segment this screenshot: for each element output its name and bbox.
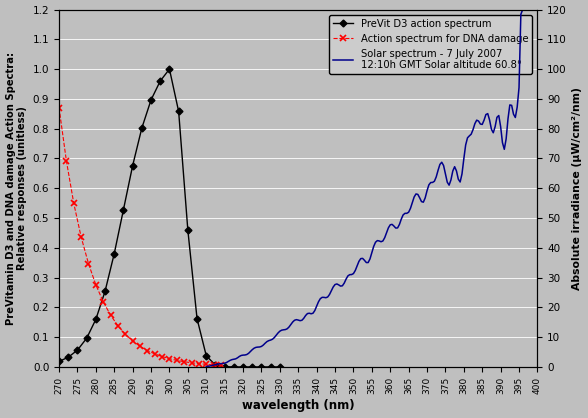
Y-axis label: Absolute irradiance (μW/cm²/nm): Absolute irradiance (μW/cm²/nm): [573, 87, 583, 290]
Line: PreVit D3 action spectrum: PreVit D3 action spectrum: [56, 67, 282, 370]
PreVit D3 action spectrum: [193, 316, 201, 321]
Solar spectrum - 7 July 2007
12:10h GMT Solar altitude 60.8°: [361, 258, 368, 263]
Action spectrum for DNA damage: [218, 363, 225, 368]
Solar spectrum - 7 July 2007
12:10h GMT Solar altitude 60.8°: [252, 345, 259, 350]
Action spectrum for DNA damage: [55, 105, 62, 110]
Action spectrum for DNA damage: [203, 362, 210, 367]
PreVit D3 action spectrum: [157, 79, 164, 84]
Solar spectrum - 7 July 2007
12:10h GMT Solar altitude 60.8°: [363, 260, 370, 265]
PreVit D3 action spectrum: [138, 125, 145, 130]
Action spectrum for DNA damage: [85, 261, 92, 266]
PreVit D3 action spectrum: [276, 364, 283, 370]
Action spectrum for DNA damage: [107, 313, 114, 318]
Action spectrum for DNA damage: [210, 362, 217, 367]
PreVit D3 action spectrum: [258, 364, 265, 370]
Solar spectrum - 7 July 2007
12:10h GMT Solar altitude 60.8°: [534, 7, 541, 12]
PreVit D3 action spectrum: [65, 355, 72, 360]
Action spectrum for DNA damage: [151, 352, 158, 357]
Solar spectrum - 7 July 2007
12:10h GMT Solar altitude 60.8°: [519, 7, 526, 12]
Action spectrum for DNA damage: [63, 158, 70, 163]
Solar spectrum - 7 July 2007
12:10h GMT Solar altitude 60.8°: [295, 318, 302, 323]
PreVit D3 action spectrum: [184, 228, 191, 233]
Solar spectrum - 7 July 2007
12:10h GMT Solar altitude 60.8°: [203, 364, 210, 369]
Action spectrum for DNA damage: [70, 201, 77, 206]
Line: Solar spectrum - 7 July 2007
12:10h GMT Solar altitude 60.8°: Solar spectrum - 7 July 2007 12:10h GMT …: [206, 10, 537, 367]
PreVit D3 action spectrum: [203, 353, 210, 358]
Legend: PreVit D3 action spectrum, Action spectrum for DNA damage, Solar spectrum - 7 Ju: PreVit D3 action spectrum, Action spectr…: [329, 15, 532, 74]
Action spectrum for DNA damage: [166, 356, 173, 361]
Action spectrum for DNA damage: [159, 354, 166, 359]
Action spectrum for DNA damage: [136, 344, 143, 349]
Action spectrum for DNA damage: [181, 359, 188, 364]
PreVit D3 action spectrum: [221, 364, 228, 369]
Action spectrum for DNA damage: [144, 348, 151, 353]
PreVit D3 action spectrum: [212, 363, 219, 368]
Action spectrum for DNA damage: [129, 339, 136, 344]
PreVit D3 action spectrum: [249, 364, 256, 370]
PreVit D3 action spectrum: [111, 251, 118, 256]
Action spectrum for DNA damage: [78, 234, 85, 240]
Y-axis label: PreVitamin D3 and DNA damage Action Spectra:
Relative responses (unitless): PreVitamin D3 and DNA damage Action Spec…: [5, 52, 27, 325]
PreVit D3 action spectrum: [148, 97, 155, 102]
Solar spectrum - 7 July 2007
12:10h GMT Solar altitude 60.8°: [477, 122, 484, 127]
PreVit D3 action spectrum: [175, 109, 182, 114]
PreVit D3 action spectrum: [239, 364, 246, 370]
Action spectrum for DNA damage: [195, 361, 202, 366]
Action spectrum for DNA damage: [92, 283, 99, 288]
PreVit D3 action spectrum: [102, 289, 109, 294]
Action spectrum for DNA damage: [173, 358, 181, 363]
PreVit D3 action spectrum: [166, 66, 173, 71]
Action spectrum for DNA damage: [100, 299, 107, 304]
PreVit D3 action spectrum: [83, 336, 90, 341]
Line: Action spectrum for DNA damage: Action spectrum for DNA damage: [56, 104, 224, 368]
PreVit D3 action spectrum: [129, 163, 136, 168]
PreVit D3 action spectrum: [267, 364, 274, 370]
PreVit D3 action spectrum: [92, 317, 99, 322]
Action spectrum for DNA damage: [188, 360, 195, 365]
PreVit D3 action spectrum: [74, 348, 81, 353]
Action spectrum for DNA damage: [122, 332, 129, 337]
Solar spectrum - 7 July 2007
12:10h GMT Solar altitude 60.8°: [230, 357, 238, 362]
Action spectrum for DNA damage: [115, 323, 122, 328]
X-axis label: wavelength (nm): wavelength (nm): [242, 400, 355, 413]
PreVit D3 action spectrum: [230, 364, 238, 370]
PreVit D3 action spectrum: [120, 207, 127, 212]
PreVit D3 action spectrum: [55, 359, 62, 364]
